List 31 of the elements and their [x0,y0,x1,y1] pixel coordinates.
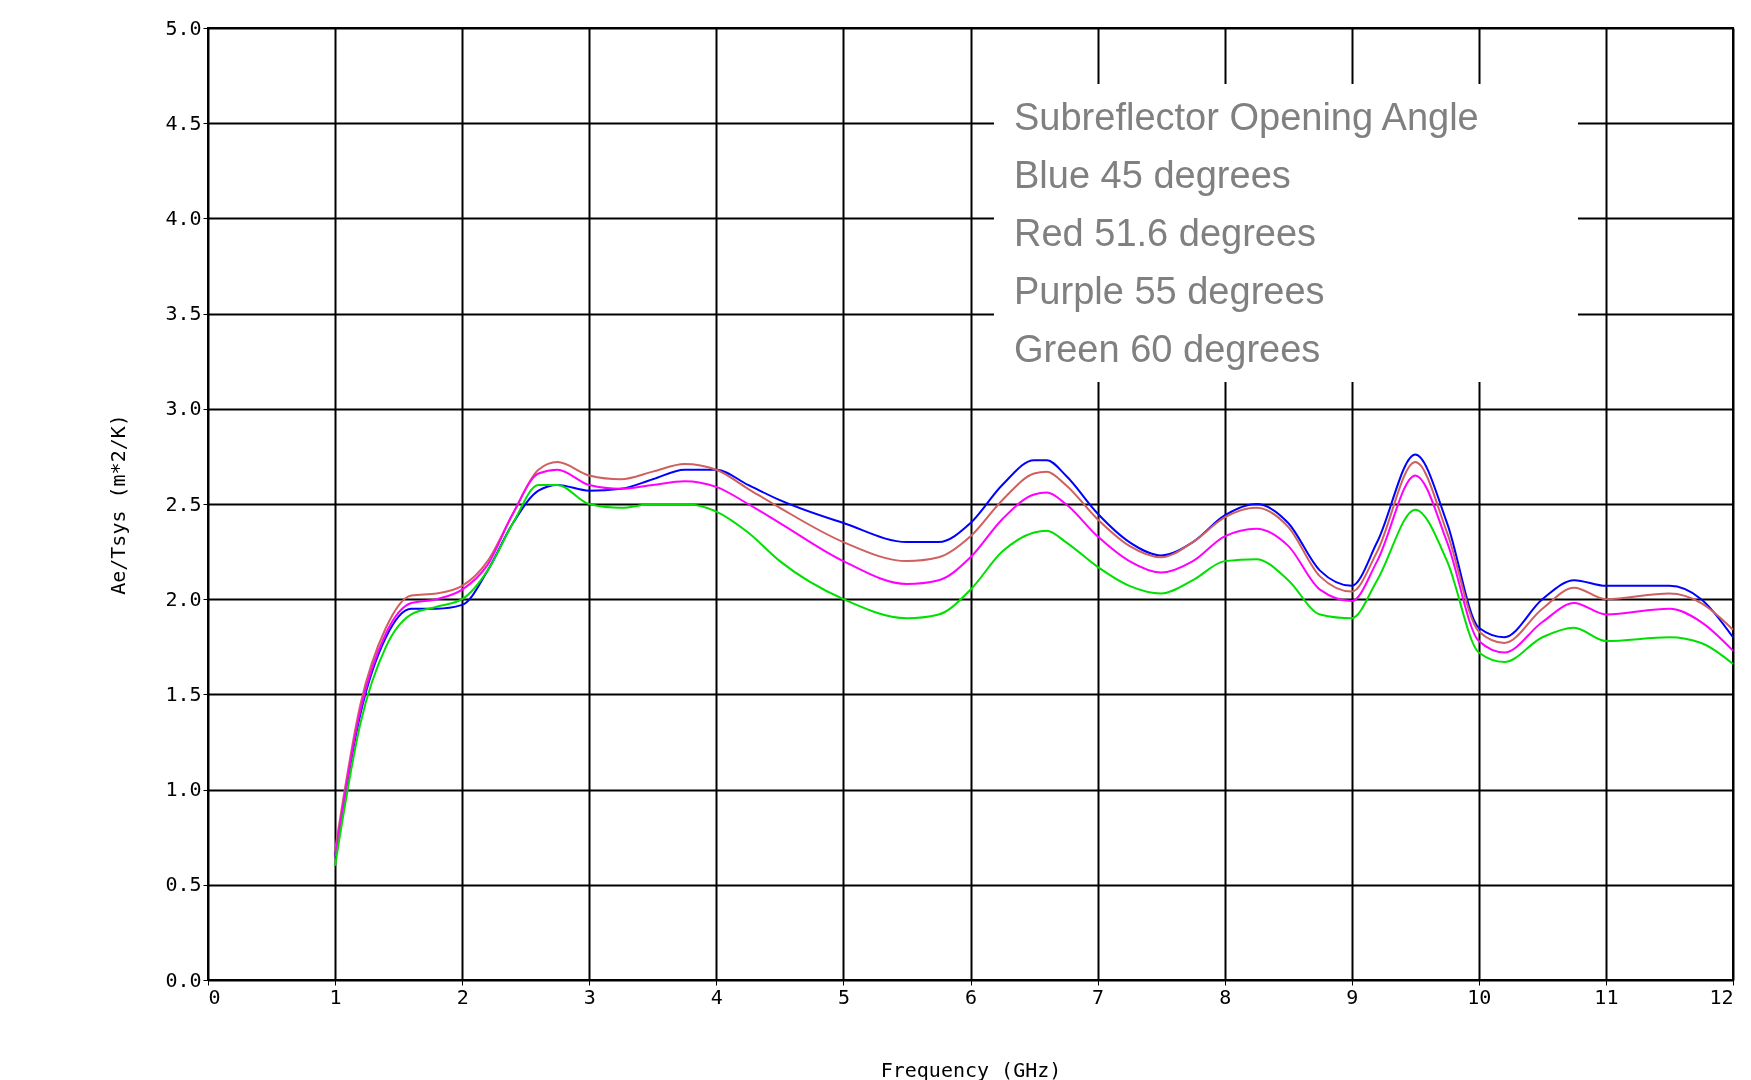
y-tick-label: 5.0 [165,15,202,40]
y-tick-label: 0.0 [165,967,202,992]
y-tick-label: 2.5 [165,491,202,516]
y-tick-label: 0.5 [165,872,202,897]
y-tick-label: 1.0 [165,777,202,802]
x-tick-label: 6 [964,984,978,1009]
x-tick-label: 2 [456,984,469,1009]
x-tick-label: 12 [1709,984,1734,1009]
y-tick-label: 4.5 [165,110,202,135]
y-tick-label: 3.0 [165,396,202,421]
annotation: Blue 45 degrees [1014,153,1292,198]
y-tick-label: 4.0 [165,205,202,230]
y-tick-label: 3.5 [165,301,202,326]
annotation: Red 51.6 degrees [1014,211,1318,256]
y-tick-label: 1.5 [165,681,202,706]
x-tick-label: 3 [583,984,596,1009]
x-tick-label: 8 [1219,984,1232,1009]
x-tick-label: 9 [1346,984,1359,1009]
x-tick-label: 0 [208,984,221,1009]
x-tick-label: 7 [1092,984,1105,1009]
x-tick-label: 10 [1467,984,1492,1009]
y-axis-title: Ae/Tsys (m*2/K) [105,414,130,595]
x-axis-title: Frequency (GHz) [880,1057,1062,1080]
annotation: Subreflector Opening Angle [1014,95,1480,140]
x-tick-label: 4 [710,984,723,1009]
annotation: Purple 55 degrees [1014,269,1326,314]
y-tick-label: 2.0 [165,586,202,611]
annotation: Green 60 degrees [1014,327,1322,372]
x-tick-label: 11 [1594,984,1619,1009]
x-tick-label: 5 [837,984,850,1009]
x-tick-label: 1 [329,984,342,1009]
